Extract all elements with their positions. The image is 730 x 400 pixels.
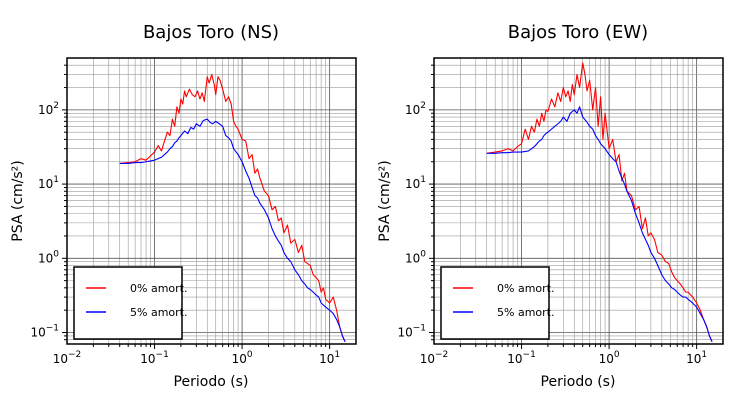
x-axis-label-ew: Periodo (s) [541,374,616,390]
ticks-ns: 10−2 10−1 100 101 10−1 100 101 102 [30,64,340,366]
x-tick-label-2: 100 [232,350,253,366]
y-tick-label-2: 101 [405,175,426,191]
x-axis-label-ns: Periodo (s) [174,374,249,390]
y-tick-label-1: 100 [38,249,59,265]
x-tick-label-1: 10−1 [140,350,169,366]
y-axis-label-ew: PSA (cm/s²) [377,160,393,242]
y-tick-label-3: 102 [405,101,426,117]
y-tick-label-0: 10−1 [30,324,59,340]
y-axis-label-ns: PSA (cm/s²) [10,160,26,242]
x-tick-label-1: 10−1 [507,350,536,366]
ticks-ew: 10−2 10−1 100 101 10−1 100 101 102 [397,64,707,366]
legend-label-1-ew: 5% amort. [497,306,554,319]
series-line-1 [119,118,346,343]
x-tick-label-3: 101 [686,350,707,366]
legend-label-0-ew: 0% amort. [497,282,554,295]
chart-panel-ew: Bajos Toro (EW) 10−2 10−1 100 101 10−1 100 101… [377,22,724,390]
chart-title-ew: Bajos Toro (EW) [508,22,648,43]
plot-area-ns: 10−2 10−1 100 101 10−1 100 101 102 0% amort. 5%… [30,57,357,366]
y-tick-label-2: 101 [38,175,59,191]
series-line-0 [486,62,713,343]
x-tick-label-0: 10−2 [53,350,82,366]
x-tick-label-2: 100 [599,350,620,366]
legend-box-ew [440,266,550,340]
series-line-0 [119,73,346,343]
legend-label-0-ns: 0% amort. [130,282,187,295]
legend-ns: 0% amort. 5% amort. [73,266,187,340]
legend-box-ns [73,266,183,340]
legend-ew: 0% amort. 5% amort. [440,266,554,340]
series-layer-ew [486,62,713,343]
x-tick-label-3: 101 [319,350,340,366]
series-layer-ns [119,73,346,343]
plot-area-ew: 10−2 10−1 100 101 10−1 100 101 102 0% amort. 5%… [397,57,724,366]
series-line-1 [486,106,713,343]
y-tick-label-1: 100 [405,249,426,265]
x-tick-label-0: 10−2 [420,350,449,366]
y-tick-label-0: 10−1 [397,324,426,340]
chart-title-ns: Bajos Toro (NS) [143,22,279,43]
chart-panel-ns: Bajos Toro (NS) 10−2 10−1 100 101 10−1 100 101… [10,22,357,390]
y-tick-label-3: 102 [38,101,59,117]
grid-ew [434,58,723,344]
legend-label-1-ns: 5% amort. [130,306,187,319]
